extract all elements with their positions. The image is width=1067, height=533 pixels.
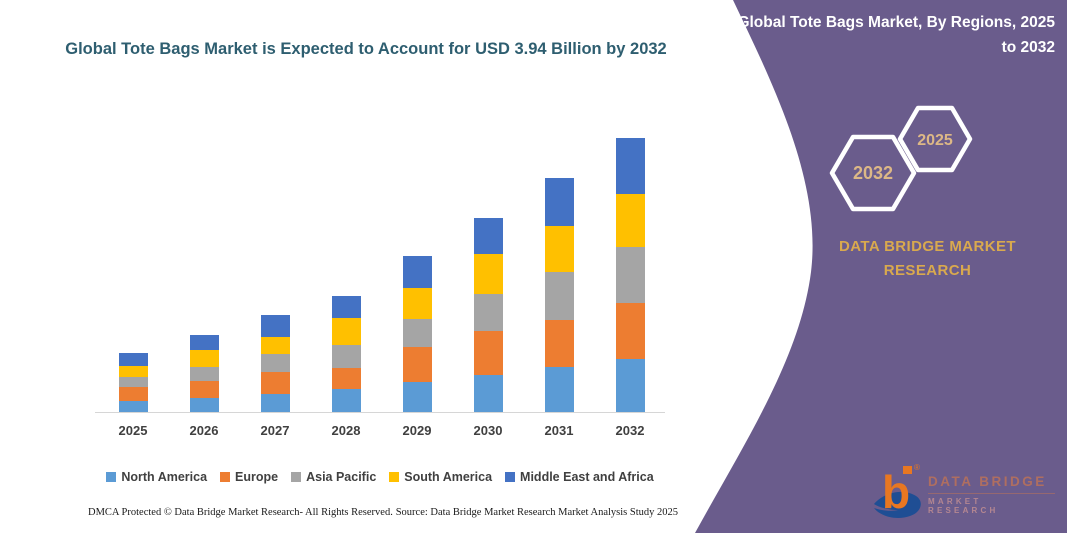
brand-name: DATA BRIDGE MARKET RESEARCH <box>839 238 1016 279</box>
hexagon-2032 <box>829 134 917 212</box>
bar-segment-europe[interactable] <box>402 346 432 383</box>
legend: North America Europe Asia Pacific South Ame… <box>85 470 675 484</box>
legend-swatch <box>291 472 302 482</box>
logo-b-glyph: b <box>882 466 910 518</box>
legend-label: Europe <box>235 470 279 484</box>
x-axis-label: 2025 <box>118 423 148 438</box>
x-axis-line <box>95 412 665 413</box>
panel-heading: Global Tote Bags Market, By Regions, 202… <box>737 14 1055 56</box>
legend-label: South America <box>404 470 493 484</box>
x-axis-label: 2029 <box>402 423 432 438</box>
logo-mark: b ® <box>874 463 921 519</box>
legend-label: Middle East and Africa <box>520 470 654 484</box>
bar-segment-north-america[interactable] <box>189 398 219 412</box>
legend-swatch <box>389 472 400 482</box>
legend-item-middle-east-and-africa[interactable]: Middle East and Africa <box>505 470 654 484</box>
stacked-bar-2027[interactable] <box>260 315 290 412</box>
legend-swatch <box>220 472 231 482</box>
bar-segment-south-america[interactable] <box>260 336 290 355</box>
bar-segment-europe[interactable] <box>544 319 574 367</box>
bar-segment-europe[interactable] <box>331 367 361 390</box>
bar-segment-middle-east-and-africa[interactable] <box>615 138 645 194</box>
stacked-bar-2029[interactable] <box>402 255 432 412</box>
hexagon-2025-label: 2025 <box>917 132 953 149</box>
bar-segment-europe[interactable] <box>189 381 219 399</box>
bar-segment-middle-east-and-africa[interactable] <box>260 315 290 337</box>
bar-segment-north-america[interactable] <box>402 382 432 412</box>
bar-segment-middle-east-and-africa[interactable] <box>544 178 574 226</box>
legend-label: Asia Pacific <box>306 470 377 484</box>
source-note: Source: Data Bridge Market Research Mark… <box>395 507 678 518</box>
bar-segment-middle-east-and-africa[interactable] <box>189 334 219 351</box>
bar-segment-europe[interactable] <box>473 331 503 376</box>
bar-segment-middle-east-and-africa[interactable] <box>402 255 432 289</box>
hexagon-2025 <box>897 105 973 173</box>
bar-segment-europe[interactable] <box>260 372 290 394</box>
legend-swatch <box>505 472 516 482</box>
bar-segment-south-america[interactable] <box>331 318 361 345</box>
dmca-notice: DMCA Protected © Data Bridge Market Rese… <box>88 507 393 518</box>
hexagon-2032-label: 2032 <box>853 163 893 183</box>
bar-segment-north-america[interactable] <box>615 358 645 412</box>
legend-label: North America <box>121 470 208 484</box>
bar-segment-north-america[interactable] <box>473 375 503 412</box>
bar-segment-asia-pacific[interactable] <box>331 344 361 368</box>
bar-segment-middle-east-and-africa[interactable] <box>118 353 148 366</box>
x-axis-label: 2032 <box>615 423 645 438</box>
x-axis-label: 2030 <box>473 423 503 438</box>
bar-segment-asia-pacific[interactable] <box>260 354 290 373</box>
bar-segment-south-america[interactable] <box>118 365 148 377</box>
stacked-bar-2030[interactable] <box>473 217 503 412</box>
bar-segment-asia-pacific[interactable] <box>544 272 574 320</box>
bar-segment-asia-pacific[interactable] <box>473 293 503 332</box>
bar-segment-south-america[interactable] <box>402 288 432 319</box>
footer: DMCA Protected © Data Bridge Market Rese… <box>88 507 678 518</box>
chart-title: Global Tote Bags Market is Expected to A… <box>65 40 667 58</box>
x-axis-label: 2027 <box>260 423 290 438</box>
legend-swatch <box>106 472 117 482</box>
data-bridge-logo: b ® DATA BRIDGE MARKET RESEARCH <box>870 458 1055 526</box>
stacked-bar-2032[interactable] <box>615 138 645 412</box>
legend-item-asia-pacific[interactable]: Asia Pacific <box>291 470 376 484</box>
bar-segment-north-america[interactable] <box>331 389 361 412</box>
logo-flag <box>903 466 912 474</box>
logo-wordmark-line1: DATA BRIDGE <box>928 474 1047 489</box>
bar-segment-south-america[interactable] <box>615 193 645 248</box>
x-axis-label: 2026 <box>189 423 219 438</box>
bar-segment-south-america[interactable] <box>544 225 574 273</box>
logo-d-swoosh <box>874 491 921 519</box>
bar-segment-north-america[interactable] <box>118 400 148 412</box>
bar-segment-europe[interactable] <box>615 302 645 359</box>
stacked-bar-2025[interactable] <box>118 353 148 412</box>
stacked-bar-2028[interactable] <box>331 296 361 412</box>
bar-segment-middle-east-and-africa[interactable] <box>331 296 361 319</box>
logo-wordmark-line2: MARKET RESEARCH <box>928 493 1055 515</box>
x-axis-label: 2028 <box>331 423 361 438</box>
stacked-bar-2026[interactable] <box>189 334 219 412</box>
bar-segment-asia-pacific[interactable] <box>615 247 645 303</box>
plot-area <box>95 127 665 412</box>
bar-segment-asia-pacific[interactable] <box>189 366 219 382</box>
bar-segment-north-america[interactable] <box>544 366 574 412</box>
bar-segment-south-america[interactable] <box>189 350 219 367</box>
x-axis-label: 2031 <box>544 423 574 438</box>
bar-segment-europe[interactable] <box>118 387 148 401</box>
stacked-bar-2031[interactable] <box>544 178 574 412</box>
bar-segment-asia-pacific[interactable] <box>118 376 148 388</box>
bar-segment-south-america[interactable] <box>473 254 503 294</box>
legend-item-europe[interactable]: Europe <box>220 470 278 484</box>
logo-wordmark: DATA BRIDGE MARKET RESEARCH <box>928 474 1055 515</box>
bar-segment-middle-east-and-africa[interactable] <box>473 217 503 255</box>
x-axis: 2025 2026 2027 2028 2029 2030 2031 2032 <box>95 423 665 443</box>
logo-registered-mark: ® <box>914 463 920 472</box>
year-hexagons: 2025 2032 <box>829 105 973 212</box>
bar-segment-north-america[interactable] <box>260 393 290 412</box>
legend-item-north-america[interactable]: North America <box>106 470 207 484</box>
legend-item-south-america[interactable]: South America <box>389 470 492 484</box>
bar-segment-asia-pacific[interactable] <box>402 318 432 347</box>
